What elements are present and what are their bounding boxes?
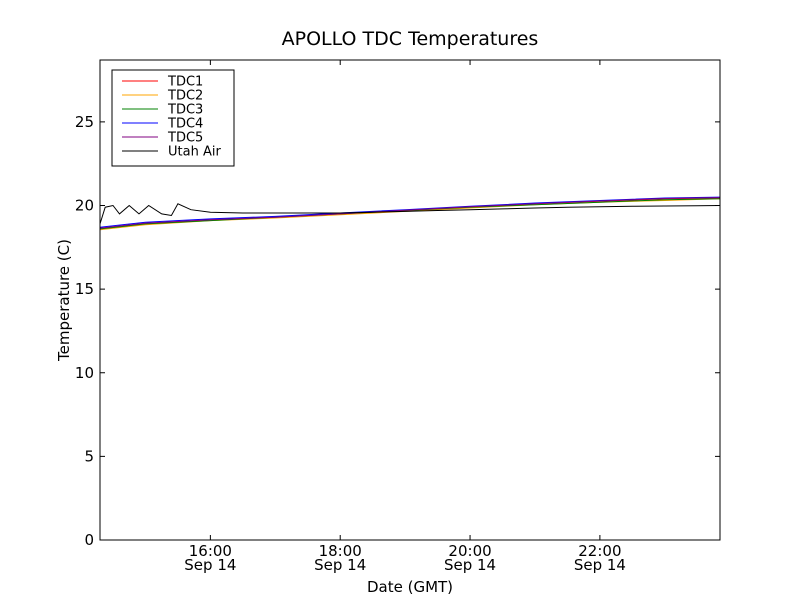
x-tick-label-date: Sep 14 xyxy=(184,556,236,574)
series-line-tdc5 xyxy=(100,197,720,229)
series-line-tdc2 xyxy=(100,198,720,231)
x-tick-label-date: Sep 14 xyxy=(314,556,366,574)
x-axis-label: Date (GMT) xyxy=(367,578,453,596)
x-tick-label-time: 18:00 xyxy=(319,542,362,560)
x-tick-label-time: 20:00 xyxy=(448,542,491,560)
x-tick-label-time: 22:00 xyxy=(578,542,621,560)
legend-entry: TDC3 xyxy=(167,103,203,118)
chart-title: APOLLO TDC Temperatures xyxy=(282,28,539,50)
legend-entry: TDC4 xyxy=(167,117,203,132)
x-tick-label-time: 16:00 xyxy=(189,542,232,560)
x-tick-label-date: Sep 14 xyxy=(444,556,496,574)
y-axis-label: Temperature (C) xyxy=(55,239,73,362)
legend-entry: Utah Air xyxy=(168,145,221,160)
x-tick-label-date: Sep 14 xyxy=(574,556,626,574)
legend-box xyxy=(111,69,235,167)
y-tick-label: 25 xyxy=(75,113,94,131)
y-tick-label: 15 xyxy=(75,280,94,298)
y-tick-label: 10 xyxy=(75,364,94,382)
legend-entry: TDC5 xyxy=(167,131,203,146)
series-line-tdc1 xyxy=(100,197,720,230)
series-line-tdc3 xyxy=(100,198,720,230)
series-layer xyxy=(100,196,720,231)
series-line-utah-air xyxy=(100,203,720,225)
y-tick-label: 20 xyxy=(75,197,94,215)
y-tick-label: 5 xyxy=(84,447,94,465)
y-tick-label: 0 xyxy=(84,531,94,549)
legend-entry: TDC1 xyxy=(167,75,203,90)
legend-entry: TDC2 xyxy=(167,89,203,104)
plot-frame xyxy=(99,59,721,541)
